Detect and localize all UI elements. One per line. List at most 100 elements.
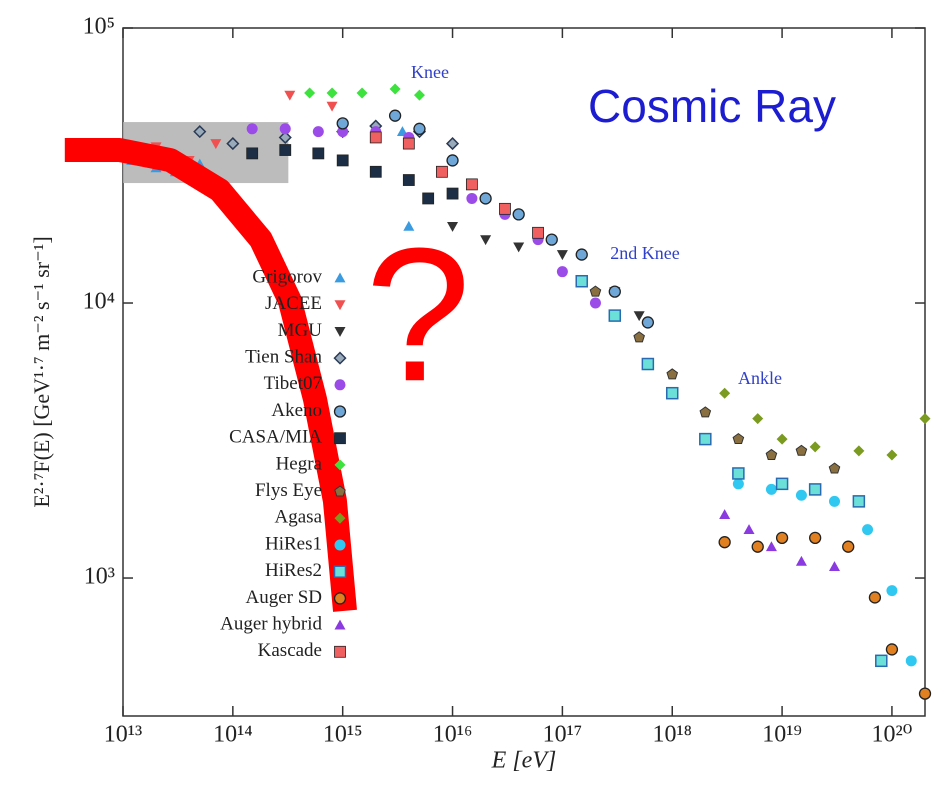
point bbox=[876, 655, 887, 666]
point bbox=[304, 88, 315, 99]
point bbox=[423, 193, 434, 204]
point bbox=[810, 532, 821, 543]
annotation: 2nd Knee bbox=[610, 243, 679, 263]
legend-label: Auger SD bbox=[245, 587, 322, 608]
point bbox=[642, 359, 653, 370]
point bbox=[557, 266, 568, 277]
point bbox=[327, 102, 338, 112]
point bbox=[766, 541, 777, 551]
point bbox=[829, 561, 840, 571]
y-axis-label: E²·⁷F(E) [GeV¹·⁷ m⁻² s⁻¹ sr⁻¹] bbox=[29, 236, 54, 507]
point bbox=[700, 434, 711, 445]
point bbox=[414, 90, 425, 101]
chart: Cosmic Ray E [eV] E²·⁷F(E) [GeV¹·⁷ m⁻² s… bbox=[0, 0, 941, 781]
point bbox=[247, 123, 258, 134]
annotation: ? bbox=[365, 209, 471, 421]
point bbox=[886, 585, 897, 596]
point bbox=[533, 227, 544, 238]
x-axis-label: E [eV] bbox=[491, 748, 557, 774]
legend-label: CASA/MIA bbox=[229, 427, 322, 448]
x-tick-label: 10¹⁹ bbox=[762, 722, 802, 748]
point bbox=[480, 235, 491, 245]
point bbox=[370, 166, 381, 177]
legend-label: Akeno bbox=[271, 400, 322, 421]
y-tick-label: 10⁴ bbox=[83, 289, 115, 315]
point bbox=[513, 242, 524, 252]
legend-marker bbox=[335, 540, 346, 551]
x-tick-label: 10¹³ bbox=[104, 722, 142, 748]
point bbox=[480, 193, 491, 204]
point bbox=[447, 155, 458, 166]
point bbox=[766, 450, 776, 460]
point bbox=[313, 148, 324, 159]
point bbox=[576, 249, 587, 260]
point bbox=[313, 126, 324, 137]
point bbox=[700, 407, 710, 417]
point bbox=[733, 468, 744, 479]
point bbox=[403, 175, 414, 186]
legend-label: Hegra bbox=[276, 453, 323, 474]
point bbox=[886, 450, 897, 461]
point bbox=[576, 276, 587, 287]
series bbox=[576, 276, 887, 667]
series bbox=[304, 84, 425, 101]
point bbox=[642, 317, 653, 328]
series bbox=[719, 388, 930, 461]
point bbox=[436, 166, 447, 177]
legend-label: Flys Eye bbox=[255, 480, 322, 501]
point bbox=[337, 118, 348, 129]
series bbox=[590, 286, 839, 473]
point bbox=[284, 91, 295, 101]
point bbox=[777, 532, 788, 543]
point bbox=[796, 445, 806, 455]
legend-marker bbox=[335, 353, 346, 364]
point bbox=[447, 188, 458, 199]
legend-marker bbox=[335, 646, 346, 657]
point bbox=[853, 496, 864, 507]
legend-label: Auger hybrid bbox=[220, 613, 322, 634]
point bbox=[447, 138, 458, 149]
point bbox=[752, 413, 763, 424]
point bbox=[777, 478, 788, 489]
point bbox=[906, 655, 917, 666]
point bbox=[719, 388, 730, 399]
point bbox=[719, 509, 730, 519]
legend-marker bbox=[335, 593, 346, 604]
point bbox=[546, 234, 557, 245]
annotation: Ankle bbox=[738, 368, 782, 388]
point bbox=[590, 286, 600, 296]
legend-label: Tien Shan bbox=[245, 346, 322, 367]
point bbox=[557, 250, 568, 260]
point bbox=[869, 592, 880, 603]
point bbox=[862, 524, 873, 535]
y-tick-label: 10⁵ bbox=[83, 14, 115, 40]
legend-marker bbox=[335, 273, 346, 283]
point bbox=[843, 541, 854, 552]
point bbox=[733, 434, 743, 444]
point bbox=[247, 148, 258, 159]
series bbox=[447, 222, 645, 321]
series bbox=[719, 532, 930, 699]
point bbox=[466, 179, 477, 190]
x-tick-label: 10²⁰ bbox=[872, 722, 913, 748]
annotation: Knee bbox=[411, 62, 449, 82]
point bbox=[744, 524, 755, 534]
point bbox=[796, 556, 807, 566]
x-tick-label: 10¹⁵ bbox=[323, 722, 363, 748]
point bbox=[390, 110, 401, 121]
point bbox=[513, 209, 524, 220]
legend-label: Grigorov bbox=[252, 266, 322, 287]
point bbox=[777, 434, 788, 445]
point bbox=[499, 203, 510, 214]
point bbox=[370, 132, 381, 143]
point bbox=[810, 484, 821, 495]
legend-marker bbox=[335, 406, 346, 417]
legend-label: Kascade bbox=[258, 640, 322, 661]
legend-marker bbox=[335, 620, 346, 630]
point bbox=[280, 123, 291, 134]
legend-marker bbox=[335, 379, 346, 390]
point bbox=[810, 441, 821, 452]
point bbox=[766, 484, 777, 495]
point bbox=[920, 688, 931, 699]
x-tick-label: 10¹⁷ bbox=[543, 722, 583, 748]
